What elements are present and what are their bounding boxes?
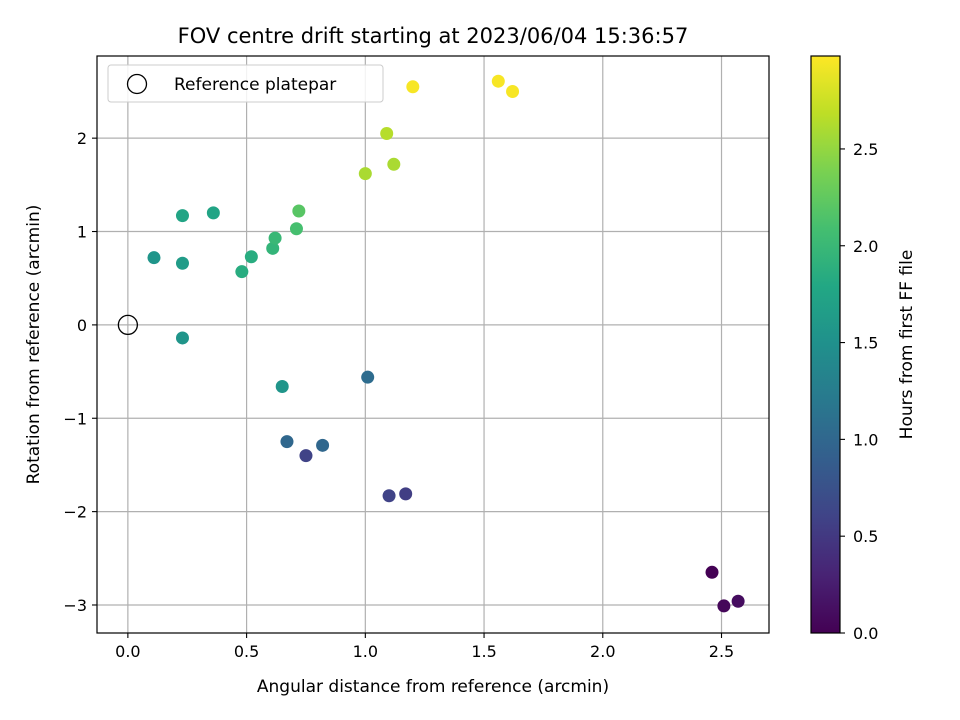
legend-marker-open-circle-icon — [126, 73, 148, 95]
y-tick-label: −1 — [63, 409, 87, 428]
axis-ticks: 0.0 0.5 1.0 1.5 2.0 2.5 −3 −2 −1 0 1 2 — [63, 129, 734, 661]
colorbar-frame — [810, 55, 841, 634]
data-point — [235, 265, 249, 279]
data-point — [506, 84, 520, 98]
data-point — [292, 204, 306, 218]
legend-box — [107, 64, 384, 103]
data-points — [117, 74, 745, 613]
y-axis-label: Rotation from reference (arcmin) — [24, 205, 44, 485]
legend-label: Reference platepar — [174, 75, 336, 95]
x-axis-label: Angular distance from reference (arcmin) — [257, 677, 609, 697]
colorbar: 0.0 0.5 1.0 1.5 2.0 2.5 Hours from first FF f… — [810, 55, 917, 643]
y-tick-label: 1 — [77, 223, 87, 242]
data-point — [175, 256, 189, 270]
data-point — [380, 126, 394, 140]
data-point — [275, 380, 289, 394]
y-tick-label: 2 — [77, 129, 87, 148]
data-point — [406, 80, 420, 94]
y-tick-label: 0 — [77, 316, 87, 335]
data-point — [399, 487, 413, 501]
chart-title: FOV centre drift starting at 2023/06/04 … — [178, 24, 689, 48]
x-tick-label: 0.0 — [115, 642, 140, 661]
x-tick-label: 2.0 — [590, 642, 615, 661]
data-point — [206, 206, 220, 220]
data-point — [266, 241, 280, 255]
colorbar-tick-label: 0.5 — [853, 527, 878, 546]
plot-area-frame — [96, 55, 770, 634]
data-point — [268, 231, 282, 245]
data-point — [316, 438, 330, 452]
data-point — [147, 251, 161, 265]
colorbar-label: Hours from first FF file — [897, 250, 917, 440]
data-point — [289, 222, 303, 236]
data-point — [280, 435, 294, 449]
colorbar-tick-label: 0.0 — [853, 624, 878, 643]
x-tick-label: 1.0 — [353, 642, 378, 661]
data-point — [705, 565, 719, 579]
data-point — [299, 449, 313, 463]
colorbar-tick-label: 1.5 — [853, 334, 878, 353]
y-tick-label: −3 — [63, 596, 87, 615]
legend: Reference platepar — [107, 64, 384, 103]
colorbar-gradient — [811, 56, 840, 633]
grid-layer — [97, 56, 769, 633]
data-point — [358, 167, 372, 181]
data-point — [361, 370, 375, 384]
x-tick-label: 2.5 — [709, 642, 734, 661]
x-tick-label: 1.5 — [471, 642, 496, 661]
x-tick-label: 0.5 — [234, 642, 259, 661]
data-point — [175, 209, 189, 223]
data-point — [717, 599, 731, 613]
data-point — [491, 74, 505, 88]
data-point — [244, 250, 258, 264]
colorbar-tick-label: 1.0 — [853, 430, 878, 449]
reference-platepar-marker — [117, 314, 139, 336]
colorbar-tick-label: 2.0 — [853, 237, 878, 256]
colorbar-tick-label: 2.5 — [853, 140, 878, 159]
data-point — [382, 489, 396, 503]
y-tick-label: −2 — [63, 503, 87, 522]
data-point — [175, 331, 189, 345]
colorbar-ticks: 0.0 0.5 1.0 1.5 2.0 2.5 — [840, 140, 878, 643]
data-point — [387, 157, 401, 171]
data-point — [731, 594, 745, 608]
